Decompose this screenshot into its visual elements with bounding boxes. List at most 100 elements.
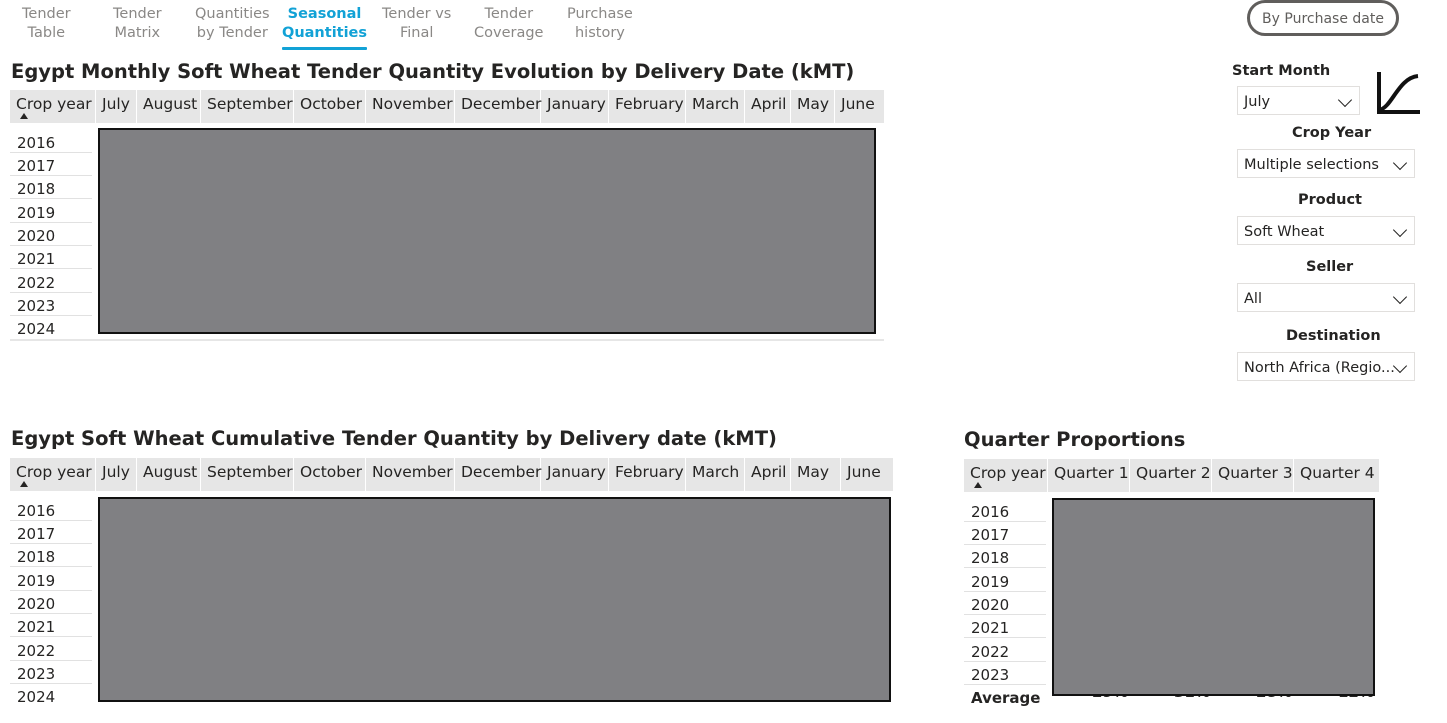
column-header-month[interactable]: September bbox=[201, 90, 294, 123]
column-header-month[interactable]: May bbox=[791, 90, 835, 123]
product-label: Product bbox=[1298, 192, 1362, 208]
row-label[interactable]: 2023 bbox=[964, 662, 1046, 685]
row-label[interactable]: 2021 bbox=[964, 615, 1046, 638]
row-label[interactable]: 2020 bbox=[10, 591, 92, 614]
row-label[interactable]: 2023 bbox=[10, 661, 92, 684]
row-label[interactable]: 2016 bbox=[964, 499, 1046, 522]
row-label[interactable]: 2018 bbox=[10, 176, 92, 199]
row-label[interactable]: 2017 bbox=[10, 153, 92, 176]
header-label: Crop year bbox=[970, 464, 1046, 482]
column-header-month[interactable]: January bbox=[541, 458, 609, 491]
redacted-values bbox=[98, 497, 891, 702]
column-header-month[interactable]: August bbox=[137, 458, 201, 491]
column-header-month[interactable]: December bbox=[455, 90, 541, 123]
tab-label: Coverage bbox=[474, 25, 544, 41]
row-label[interactable]: 2021 bbox=[10, 614, 92, 637]
column-header-month[interactable]: August bbox=[137, 90, 201, 123]
column-header-crop-year[interactable]: Crop year bbox=[10, 90, 96, 123]
tab-tender-table[interactable]: Tender Table bbox=[22, 5, 71, 43]
column-header-month[interactable]: October bbox=[294, 458, 366, 491]
matrix-header: Crop year Quarter 1 Quarter 2 Quarter 3 … bbox=[964, 459, 1379, 492]
row-label[interactable]: 2022 bbox=[964, 639, 1046, 662]
chevron-down-icon bbox=[1337, 92, 1353, 108]
column-header-month[interactable]: January bbox=[541, 90, 609, 123]
column-header-crop-year[interactable]: Crop year bbox=[10, 458, 96, 491]
row-label[interactable]: 2024 bbox=[17, 320, 56, 338]
column-header-month[interactable]: December bbox=[455, 458, 541, 491]
tab-label: Tender bbox=[113, 6, 162, 22]
column-header-month[interactable]: March bbox=[686, 458, 745, 491]
column-header-quarter[interactable]: Quarter 2 bbox=[1130, 459, 1212, 492]
row-label[interactable]: 2016 bbox=[10, 498, 92, 521]
quarter-matrix: Crop year Quarter 1 Quarter 2 Quarter 3 … bbox=[964, 459, 1379, 709]
matrix-header: Crop year July August September October … bbox=[10, 90, 884, 123]
sort-ascending-icon bbox=[974, 482, 982, 488]
row-label[interactable]: 2023 bbox=[10, 293, 92, 316]
column-header-month[interactable]: November bbox=[366, 458, 455, 491]
row-label[interactable]: 2018 bbox=[10, 544, 92, 567]
cumulative-matrix-title: Egypt Soft Wheat Cumulative Tender Quant… bbox=[11, 427, 777, 450]
column-header-month[interactable]: July bbox=[96, 90, 137, 123]
quarter-matrix-title: Quarter Proportions bbox=[964, 428, 1186, 451]
row-label[interactable]: 2021 bbox=[10, 246, 92, 269]
column-header-month[interactable]: July bbox=[96, 458, 137, 491]
cumulative-curve-icon[interactable] bbox=[1374, 70, 1422, 116]
column-header-month[interactable]: February bbox=[609, 458, 686, 491]
tab-quantities-by-tender[interactable]: Quantities by Tender bbox=[195, 5, 270, 43]
row-label[interactable]: 2018 bbox=[964, 545, 1046, 568]
row-label[interactable]: 2019 bbox=[10, 200, 92, 223]
column-header-month[interactable]: May bbox=[791, 458, 841, 491]
row-label[interactable]: 2020 bbox=[964, 592, 1046, 615]
tab-label: Purchase bbox=[567, 6, 633, 22]
column-header-month[interactable]: October bbox=[294, 90, 366, 123]
row-label[interactable]: 2019 bbox=[964, 569, 1046, 592]
column-header-month[interactable]: November bbox=[366, 90, 455, 123]
row-label[interactable]: 2017 bbox=[964, 522, 1046, 545]
seller-dropdown[interactable]: All bbox=[1237, 283, 1415, 312]
column-header-month[interactable]: September bbox=[201, 458, 294, 491]
product-dropdown[interactable]: Soft Wheat bbox=[1237, 216, 1415, 245]
dropdown-value: Multiple selections bbox=[1244, 157, 1379, 173]
column-header-quarter[interactable]: Quarter 3 bbox=[1212, 459, 1294, 492]
monthly-matrix: Crop year July August September October … bbox=[10, 90, 884, 341]
column-header-month[interactable]: June bbox=[847, 463, 881, 481]
chevron-down-icon bbox=[1392, 358, 1408, 374]
cumulative-matrix: Crop year July August September October … bbox=[10, 458, 893, 708]
column-header-month[interactable]: March bbox=[686, 90, 745, 123]
tab-tender-matrix[interactable]: Tender Matrix bbox=[113, 5, 162, 43]
tab-label: Quantities bbox=[282, 25, 368, 41]
crop-year-label: Crop Year bbox=[1292, 125, 1372, 141]
monthly-matrix-title: Egypt Monthly Soft Wheat Tender Quantity… bbox=[11, 60, 855, 83]
row-label[interactable]: 2017 bbox=[10, 521, 92, 544]
redacted-values bbox=[98, 128, 876, 334]
by-purchase-date-button[interactable]: By Purchase date bbox=[1247, 0, 1399, 36]
dropdown-value: North Africa (Regio... bbox=[1244, 360, 1395, 376]
tab-seasonal-quantities[interactable]: Seasonal Quantities bbox=[282, 5, 368, 50]
row-label[interactable]: 2022 bbox=[10, 638, 92, 661]
tab-tender-vs-final[interactable]: Tender vs Final bbox=[382, 5, 451, 43]
row-label[interactable]: 2022 bbox=[10, 270, 92, 293]
tab-label: by Tender bbox=[196, 25, 268, 41]
chevron-down-icon bbox=[1392, 155, 1408, 171]
start-month-dropdown[interactable]: July bbox=[1237, 86, 1360, 115]
column-header-crop-year[interactable]: Crop year bbox=[964, 459, 1048, 492]
column-header-quarter[interactable]: Quarter 1 bbox=[1048, 459, 1130, 492]
chevron-down-icon bbox=[1392, 222, 1408, 238]
row-label[interactable]: 2016 bbox=[10, 130, 92, 153]
tab-label: Table bbox=[27, 25, 66, 41]
row-label[interactable]: 2019 bbox=[10, 568, 92, 591]
column-header-month[interactable]: February bbox=[609, 90, 686, 123]
tab-label: Final bbox=[399, 25, 434, 41]
tab-tender-coverage[interactable]: Tender Coverage bbox=[474, 5, 543, 43]
destination-dropdown[interactable]: North Africa (Regio... bbox=[1237, 352, 1415, 381]
column-header-month[interactable]: June bbox=[841, 95, 875, 113]
tab-purchase-history[interactable]: Purchase history bbox=[567, 5, 633, 43]
crop-year-dropdown[interactable]: Multiple selections bbox=[1237, 149, 1415, 178]
column-header-month[interactable]: April bbox=[745, 90, 791, 123]
row-label[interactable]: 2020 bbox=[10, 223, 92, 246]
tab-label: Quantities bbox=[195, 6, 270, 22]
column-header-month[interactable]: April bbox=[745, 458, 791, 491]
total-row-label: Average bbox=[971, 689, 1041, 707]
column-header-quarter[interactable]: Quarter 4 bbox=[1300, 464, 1375, 482]
row-label[interactable]: 2024 bbox=[17, 688, 56, 706]
